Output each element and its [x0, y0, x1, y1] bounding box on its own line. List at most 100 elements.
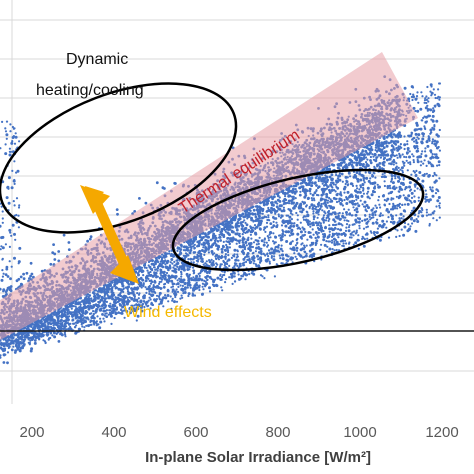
scatter-point [277, 246, 280, 249]
scatter-point [304, 250, 307, 253]
scatter-point [419, 127, 423, 131]
scatter-point [424, 154, 428, 158]
scatter-point [352, 206, 355, 209]
scatter-point [378, 203, 381, 206]
scatter-point [308, 207, 311, 210]
scatter-point [347, 220, 350, 223]
scatter-point [284, 220, 288, 223]
scatter-point [281, 250, 284, 253]
scatter-point [254, 232, 258, 236]
scatter-point [117, 311, 120, 314]
scatter-point [402, 162, 405, 165]
scatter-point [416, 158, 419, 162]
scatter-point [275, 245, 278, 248]
scatter-point [242, 264, 245, 267]
scatter-point [415, 128, 418, 131]
scatter-point [415, 97, 418, 100]
scatter-point [331, 239, 334, 242]
scatter-point [411, 222, 414, 225]
scatter-point [202, 288, 205, 291]
scatter-point [173, 267, 177, 271]
scatter-point [167, 300, 170, 303]
scatter-point [197, 258, 200, 261]
scatter-point [198, 274, 201, 278]
scatter-point [59, 333, 62, 336]
scatter-point [233, 272, 236, 275]
scatter-point [371, 174, 375, 178]
scatter-point [252, 256, 256, 260]
scatter-point [239, 235, 242, 238]
scatter-point [180, 275, 183, 278]
scatter-point [208, 259, 211, 262]
scatter-point [322, 221, 325, 224]
scatter-point [0, 245, 3, 248]
scatter-point [345, 197, 349, 201]
scatter-point [400, 166, 404, 170]
scatter-point [19, 341, 22, 344]
scatter-point [203, 279, 206, 282]
scatter-point [420, 160, 423, 163]
scatter-point [363, 218, 367, 222]
scatter-point [429, 213, 432, 216]
scatter-point [74, 326, 77, 329]
scatter-point [38, 337, 41, 340]
scatter-point [362, 186, 365, 189]
scatter-point [357, 247, 360, 250]
scatter-point [132, 282, 135, 285]
scatter-point [254, 239, 257, 242]
scatter-point [370, 193, 374, 197]
scatter-point [10, 141, 14, 145]
scatter-point [421, 214, 425, 218]
scatter-point [438, 177, 441, 180]
scatter-point [365, 151, 368, 154]
scatter-point [309, 192, 312, 195]
scatter-point [264, 259, 268, 262]
scatter-point [427, 200, 431, 203]
scatter-point [241, 239, 244, 242]
scatter-point [299, 221, 302, 224]
scatter-point [150, 287, 153, 290]
scatter-point [394, 177, 397, 180]
scatter-point [16, 338, 19, 342]
scatter-point [155, 276, 158, 279]
scatter-point [195, 281, 198, 284]
scatter-point [316, 224, 319, 227]
scatter-point [371, 213, 375, 217]
scatter-point [251, 245, 254, 249]
scatter-point [11, 136, 15, 139]
scatter-point [237, 277, 241, 281]
scatter-point [320, 202, 323, 206]
scatter-point [404, 188, 407, 191]
scatter-point [366, 192, 369, 195]
scatter-point [296, 214, 299, 217]
scatter-point [225, 240, 228, 243]
scatter-point [193, 284, 196, 287]
scatter-point [263, 277, 266, 280]
scatter-point [373, 181, 377, 185]
scatter-point [312, 241, 315, 244]
scatter-point [273, 242, 276, 245]
scatter-point [406, 140, 409, 143]
scatter-point [235, 242, 238, 245]
scatter-point [13, 182, 16, 185]
scatter-point [155, 294, 159, 297]
scatter-point [245, 273, 249, 277]
scatter-point [358, 190, 362, 194]
scatter-point [200, 260, 203, 263]
scatter-point [408, 155, 411, 159]
scatter-point [329, 198, 332, 201]
scatter-point [435, 119, 439, 123]
scatter-point [173, 260, 176, 263]
scatter-point [297, 252, 301, 256]
scatter-point [417, 215, 420, 218]
scatter-point [328, 247, 332, 251]
scatter-point [290, 218, 293, 221]
scatter-point [107, 313, 110, 316]
scatter-point [315, 211, 318, 214]
scatter-point [179, 284, 182, 287]
scatter-point [5, 196, 9, 200]
scatter-point [353, 202, 357, 206]
scatter-point [435, 174, 438, 177]
scatter-point [17, 226, 20, 229]
scatter-point [188, 268, 191, 271]
